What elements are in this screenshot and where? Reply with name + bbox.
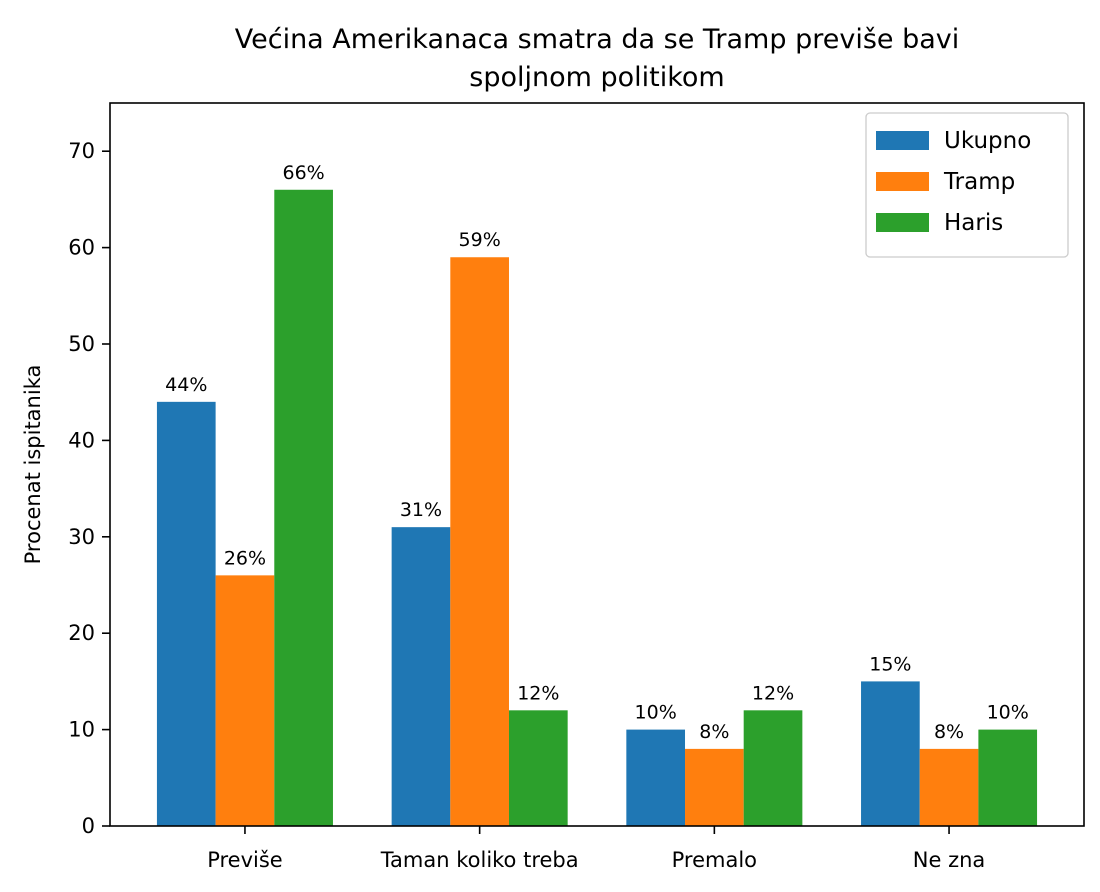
bar-label-haris-2: 12% (517, 682, 559, 704)
bar-label-tramp-3: 8% (699, 721, 729, 743)
chart-title: Većina Amerikanaca smatra da se Tramp pr… (235, 24, 960, 93)
plot-frame (109, 102, 1085, 827)
bar-label-ukupno-3: 10% (635, 702, 677, 724)
legend: Ukupno Tramp Haris (865, 112, 1069, 258)
y-tick-label: 30 (68, 525, 95, 549)
bar-ukupno-2 (391, 527, 451, 826)
y-tick-label: 40 (68, 428, 95, 452)
x-tick-label: Ne zna (913, 848, 986, 872)
bar-tramp-2 (450, 257, 509, 826)
bar-tramp-3 (685, 748, 744, 826)
y-axis: 0 10 20 30 40 50 60 70 (68, 139, 110, 838)
bar-label-haris-4: 10% (987, 702, 1029, 724)
y-tick-label: 70 (68, 139, 95, 163)
bar-label-ukupno-4: 15% (869, 653, 911, 675)
bar-tramp-1 (215, 575, 275, 826)
y-axis-label: Procenat ispitanika (21, 365, 45, 565)
chart-title-line-2: spoljnom politikom (469, 62, 725, 93)
legend-swatch-ukupno (876, 131, 929, 150)
legend-label-ukupno: Ukupno (944, 128, 1031, 154)
bar-label-tramp-1: 26% (224, 547, 266, 569)
bar-label-haris-3: 12% (752, 682, 794, 704)
bar-label-ukupno-1: 44% (165, 374, 207, 396)
bar-haris-4 (978, 729, 1038, 826)
x-tick-label: Taman koliko treba (380, 848, 579, 872)
bars-group (156, 189, 1038, 826)
legend-swatch-haris (876, 213, 929, 232)
chart-title-line-1: Većina Amerikanaca smatra da se Tramp pr… (235, 24, 960, 55)
bar-haris-2 (508, 710, 568, 826)
legend-label-tramp: Tramp (943, 169, 1015, 195)
x-tick-label: Previše (207, 848, 283, 872)
bar-label-tramp-4: 8% (934, 721, 964, 743)
bar-haris-3 (743, 710, 803, 826)
legend-label-haris: Haris (944, 210, 1003, 236)
x-tick-label: Premalo (672, 848, 757, 872)
x-axis: Previše Taman koliko treba Premalo Ne zna (207, 826, 985, 872)
bar-label-haris-1: 66% (283, 162, 325, 184)
bar-ukupno-3 (626, 729, 686, 826)
y-tick-label: 10 (68, 718, 95, 742)
y-tick-label: 50 (68, 332, 95, 356)
y-tick-label: 20 (68, 621, 95, 645)
bar-ukupno-1 (156, 401, 216, 826)
bar-label-tramp-2: 59% (459, 229, 501, 251)
legend-swatch-tramp (876, 172, 929, 191)
bar-haris-1 (274, 189, 333, 826)
bar-tramp-4 (919, 748, 979, 826)
bar-ukupno-4 (861, 681, 920, 826)
bar-label-ukupno-2: 31% (400, 499, 442, 521)
y-tick-label: 0 (82, 814, 95, 838)
bar-labels-group: 44% 26% 66% 31% 59% 12% 10% 8% 12% 15% 8% 10% (165, 162, 1029, 743)
y-tick-label: 60 (68, 236, 95, 260)
